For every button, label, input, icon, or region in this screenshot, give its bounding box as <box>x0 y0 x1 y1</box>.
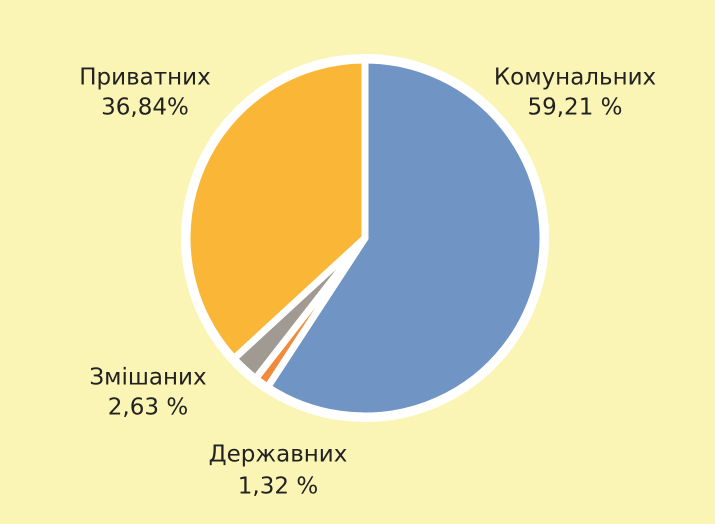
pie-slice <box>264 56 547 420</box>
slice-label: Комунальних <box>494 65 656 91</box>
slice-label: Державних <box>209 442 348 468</box>
slice-value-label: 1,32 % <box>238 474 318 500</box>
slice-label: Змішаних <box>89 365 206 391</box>
slice-value-label: 36,84% <box>101 95 189 121</box>
slice-label: Приватних <box>79 65 211 91</box>
pie-slice <box>183 56 369 363</box>
slice-value-label: 2,63 % <box>108 395 188 421</box>
slice-value-label: 59,21 % <box>527 95 622 121</box>
